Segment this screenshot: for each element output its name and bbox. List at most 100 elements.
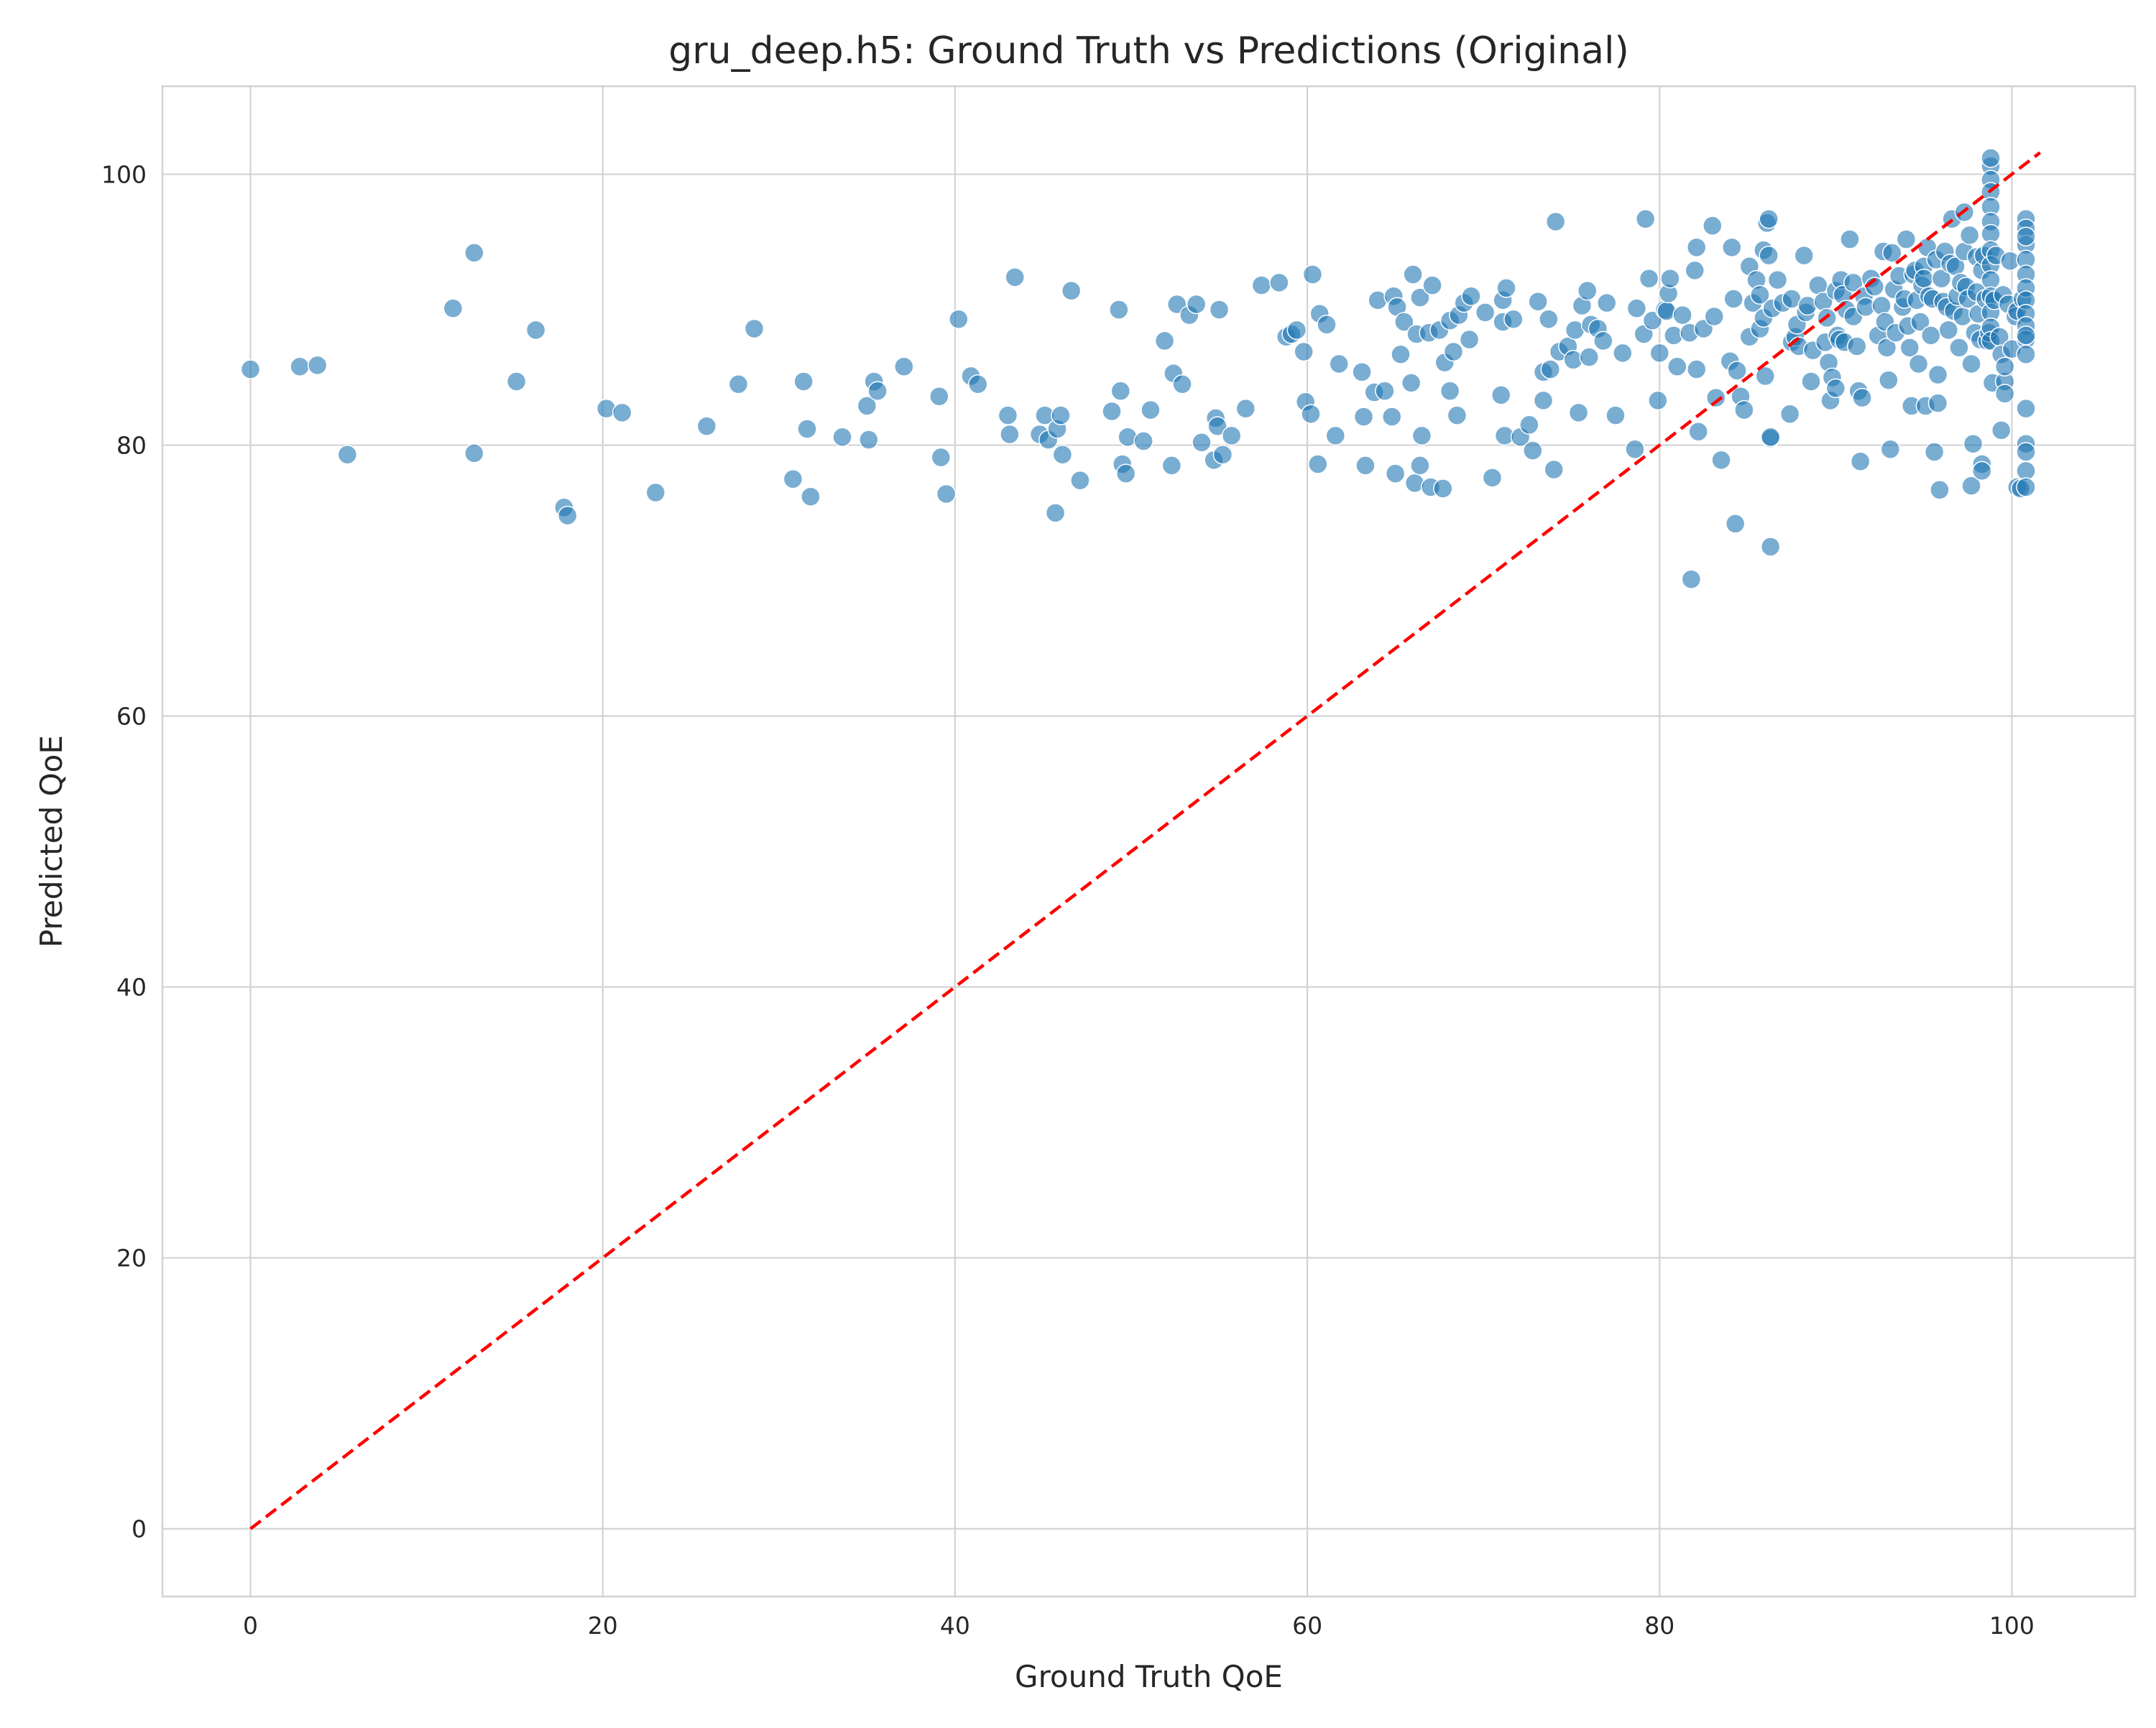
data-point <box>929 386 949 407</box>
data-point <box>1721 237 1742 258</box>
data-point <box>1528 291 1548 312</box>
data-point <box>1403 264 1423 285</box>
data-point <box>1394 312 1414 332</box>
data-point <box>1410 287 1430 308</box>
data-point <box>1949 338 1969 358</box>
data-point <box>1301 404 1321 424</box>
data-point <box>1209 300 1230 320</box>
data-point <box>998 405 1018 425</box>
data-point <box>1352 362 1372 382</box>
data-point <box>1760 427 1781 448</box>
data-point <box>1294 341 1314 362</box>
data-point <box>1930 480 1950 500</box>
data-point <box>1375 381 1395 401</box>
data-point <box>1482 468 1503 488</box>
data-point <box>1186 294 1207 315</box>
data-point <box>1914 268 1934 289</box>
data-point <box>1540 359 1561 379</box>
data-point <box>1503 309 1524 330</box>
data-point <box>1688 421 1708 442</box>
y-axis-label: Predicted QoE <box>34 735 69 948</box>
data-point <box>1433 479 1453 499</box>
x-tick-label: 20 <box>588 1612 618 1640</box>
data-point <box>1779 404 1800 424</box>
data-point <box>1391 344 1411 365</box>
data-point <box>832 427 852 448</box>
data-point <box>2016 442 2036 462</box>
tick-labels: 0 20 40 60 80 100 0 20 40 60 80 100 <box>101 161 2035 1640</box>
x-tick-label: 80 <box>1644 1612 1674 1640</box>
data-point <box>1938 320 1958 341</box>
plot-frame <box>161 85 2137 1598</box>
y-tick-label: 40 <box>116 974 147 1002</box>
data-point <box>783 468 803 489</box>
x-axis-label: Ground Truth QoE <box>1015 1659 1283 1694</box>
data-point <box>240 359 261 379</box>
data-point <box>1355 456 1376 476</box>
data-point <box>1308 454 1328 474</box>
data-point <box>867 381 888 401</box>
data-point <box>1533 390 1554 411</box>
data-point <box>2016 477 2036 497</box>
y-tick-label: 60 <box>116 703 147 731</box>
data-point <box>337 445 358 465</box>
y-tick-label: 100 <box>101 161 147 189</box>
data-point <box>1963 433 1984 454</box>
data-point <box>1825 378 1846 399</box>
data-point <box>1908 354 1929 374</box>
data-point <box>1544 459 1564 480</box>
data-point <box>801 486 821 507</box>
data-point <box>1667 356 1687 376</box>
data-point <box>1496 278 1516 298</box>
data-point <box>1882 243 1902 263</box>
data-point <box>1401 373 1422 393</box>
data-point <box>1880 439 1901 459</box>
data-point <box>1070 470 1090 491</box>
data-point <box>1927 393 1948 413</box>
data-point <box>1648 390 1668 411</box>
data-point <box>1711 450 1731 471</box>
data-point <box>1961 354 1981 374</box>
data-point <box>1672 305 1692 325</box>
data-point <box>1850 451 1871 471</box>
data-point <box>1141 399 1161 420</box>
data-point <box>1593 331 1613 351</box>
data-point <box>1539 309 1559 330</box>
data-point <box>1750 285 1770 305</box>
data-point <box>1725 514 1746 534</box>
data-point <box>464 243 484 263</box>
data-point <box>949 309 969 330</box>
data-point <box>1325 425 1346 446</box>
data-point <box>1847 336 1867 356</box>
data-point <box>968 374 988 394</box>
data-point <box>1439 381 1460 401</box>
data-point <box>1161 456 1182 476</box>
data-point <box>1972 461 1992 481</box>
data-point <box>1991 420 2012 440</box>
data-point <box>1639 268 1659 289</box>
data-point <box>1005 267 1025 287</box>
data-point <box>1192 433 1212 453</box>
data-point <box>1635 208 1656 229</box>
data-point <box>1840 229 1860 249</box>
data-point <box>1613 343 1633 364</box>
data-point <box>1491 385 1511 405</box>
data-point <box>936 484 957 504</box>
data-point <box>1801 371 1821 392</box>
data-point <box>1596 292 1617 313</box>
data-point <box>1767 269 1788 290</box>
data-point <box>1519 415 1539 435</box>
data-point <box>1545 211 1566 232</box>
x-tick-label: 60 <box>1292 1612 1322 1640</box>
data-point <box>728 374 749 394</box>
data-point <box>1759 245 1779 266</box>
x-tick-label: 100 <box>1989 1612 2035 1640</box>
data-point <box>1385 463 1406 484</box>
data-point <box>1410 456 1430 476</box>
data-point <box>1927 364 1948 385</box>
data-point <box>557 505 578 526</box>
data-point <box>1251 275 1272 295</box>
data-point <box>1994 356 2015 376</box>
